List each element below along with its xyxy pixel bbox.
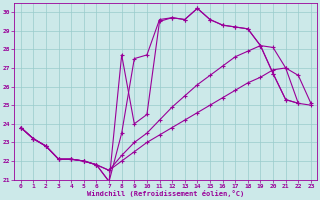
X-axis label: Windchill (Refroidissement éolien,°C): Windchill (Refroidissement éolien,°C) bbox=[87, 190, 244, 197]
